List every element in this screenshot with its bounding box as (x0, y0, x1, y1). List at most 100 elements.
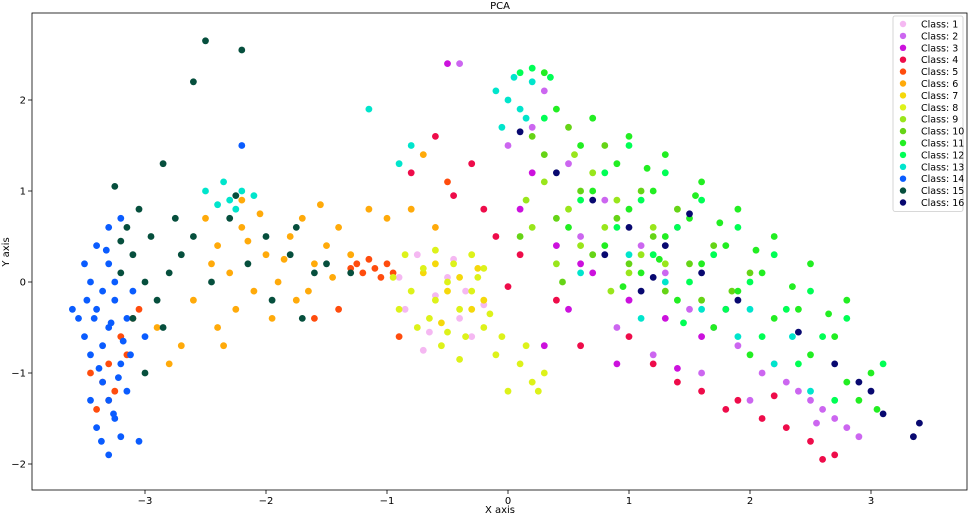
data-point (782, 424, 790, 431)
data-point (613, 324, 621, 331)
chart-title: PCA (490, 1, 510, 12)
data-point (625, 333, 633, 340)
data-point (498, 333, 506, 340)
data-point (516, 128, 524, 136)
data-point (746, 305, 754, 313)
data-point (98, 437, 105, 445)
data-point (571, 151, 578, 159)
data-point (456, 274, 463, 281)
data-point (770, 315, 778, 322)
data-point (407, 142, 415, 149)
data-point (855, 433, 863, 441)
x-tick-label: 3 (868, 496, 874, 507)
data-point (746, 351, 754, 359)
data-point (256, 210, 264, 218)
series-2 (456, 60, 863, 441)
data-point (770, 360, 778, 368)
data-point (298, 214, 306, 222)
data-point (789, 283, 796, 290)
data-point (661, 278, 669, 286)
data-point (637, 196, 645, 204)
data-point (625, 133, 633, 140)
data-point (637, 269, 645, 277)
data-point (226, 269, 234, 277)
data-point (298, 315, 306, 322)
data-point (613, 360, 621, 368)
series-13 (202, 73, 814, 395)
data-point (540, 114, 548, 122)
data-point (305, 287, 312, 295)
legend-marker (899, 163, 907, 170)
data-point (450, 192, 457, 200)
data-point (674, 224, 681, 231)
data-point (758, 415, 766, 422)
data-point (480, 324, 488, 331)
data-point (123, 315, 131, 322)
data-point (426, 328, 433, 336)
data-point (111, 278, 119, 286)
data-point (698, 387, 705, 395)
data-point (498, 123, 506, 131)
legend-label: Class: 4 (921, 55, 958, 66)
data-point (758, 369, 766, 377)
data-point (661, 151, 669, 159)
data-point (111, 387, 119, 395)
data-point (117, 269, 125, 277)
data-point (292, 296, 300, 304)
legend-label: Class: 10 (921, 127, 964, 138)
data-point (661, 260, 669, 268)
data-point (432, 246, 439, 254)
data-point (734, 342, 742, 350)
data-point (770, 233, 778, 240)
x-tick-label: −1 (380, 496, 395, 507)
data-point (625, 296, 633, 304)
data-point (758, 333, 766, 340)
data-point (165, 360, 173, 368)
data-point (462, 333, 469, 340)
data-point (649, 233, 657, 240)
data-point (649, 360, 657, 368)
data-point (553, 214, 560, 222)
data-point (916, 419, 923, 427)
data-point (625, 142, 633, 149)
data-point (782, 305, 790, 313)
data-point (807, 260, 814, 268)
data-point (698, 305, 705, 313)
data-point (238, 142, 246, 149)
data-point (432, 133, 439, 140)
data-point (565, 224, 572, 231)
data-point (686, 260, 693, 268)
legend-label: Class: 13 (921, 162, 964, 173)
data-point (432, 260, 439, 268)
data-point (81, 333, 88, 340)
legend-marker (899, 127, 907, 135)
data-point (625, 260, 633, 268)
data-point (99, 287, 106, 295)
series-4 (407, 133, 839, 463)
data-point (510, 73, 518, 81)
data-point (553, 169, 560, 177)
data-point (782, 378, 790, 386)
data-point (637, 242, 645, 250)
data-point (244, 237, 252, 245)
data-point (613, 224, 621, 231)
legend-marker (899, 68, 907, 75)
data-point (553, 105, 560, 113)
data-point (528, 378, 536, 386)
data-point (698, 196, 705, 204)
data-point (686, 210, 693, 218)
data-point (347, 269, 355, 277)
data-point (93, 424, 100, 431)
data-point (661, 233, 669, 240)
data-point (613, 214, 621, 222)
data-point (395, 274, 403, 281)
legend-label: Class: 5 (921, 67, 958, 78)
data-point (432, 224, 439, 231)
series-15 (111, 37, 355, 377)
data-point (553, 260, 560, 268)
data-point (680, 319, 687, 327)
data-point (758, 269, 766, 277)
data-point (553, 242, 560, 250)
y-tick-label: 2 (20, 96, 26, 107)
